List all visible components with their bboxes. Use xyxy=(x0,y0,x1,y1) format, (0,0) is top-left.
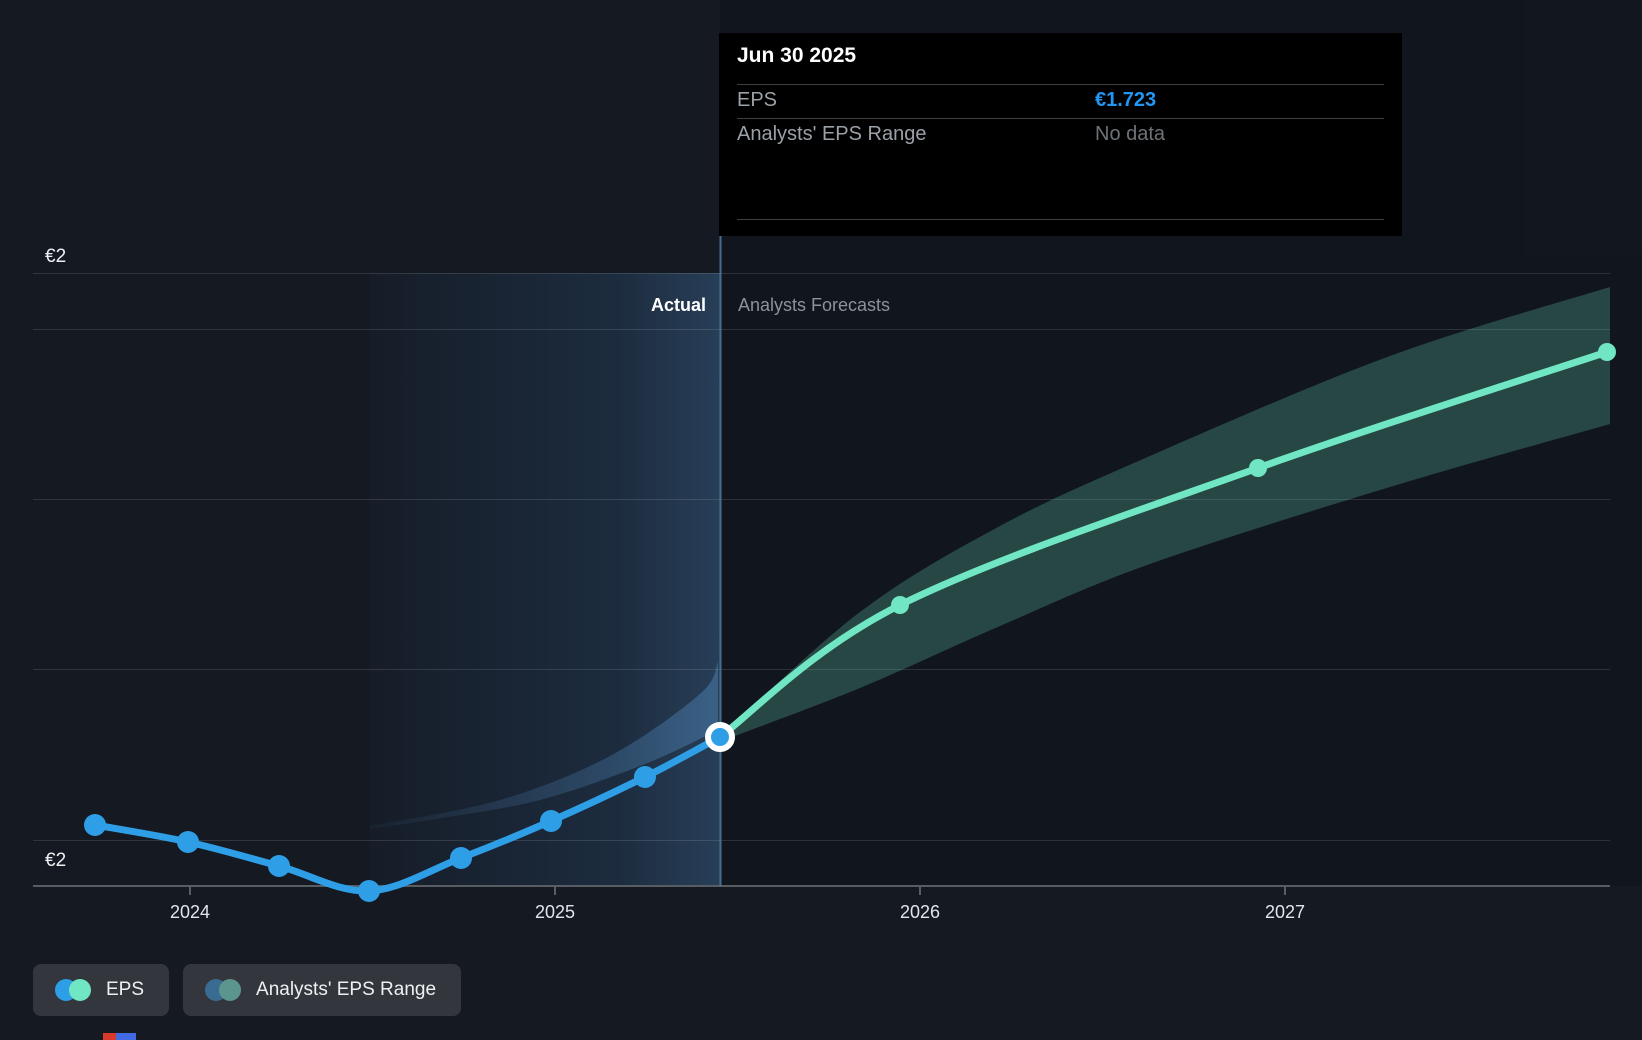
actual-data-point[interactable] xyxy=(540,810,562,832)
tooltip-divider xyxy=(737,118,1384,119)
y-axis-label-bottom: €2 xyxy=(45,850,67,871)
tooltip-row-eps: EPS €1.723 xyxy=(737,89,1384,113)
x-axis-label-2027: 2027 xyxy=(1264,902,1306,922)
actual-period-highlight xyxy=(370,273,720,886)
tooltip-row-range: Analysts' EPS Range No data xyxy=(737,123,1384,147)
tooltip-range-value: No data xyxy=(1095,123,1166,145)
chart-tooltip: Jun 30 2025 EPS €1.723 Analysts' EPS Ran… xyxy=(719,33,1402,236)
eps-forecast-line xyxy=(716,348,1611,741)
tooltip-eps-label: EPS xyxy=(737,89,778,111)
analysts-forecasts-label: Analysts Forecasts xyxy=(738,295,891,315)
forecast-data-point[interactable] xyxy=(891,596,909,614)
tooltip-date: Jun 30 2025 xyxy=(737,44,857,67)
eps-teal-dot-icon xyxy=(69,979,91,1001)
actual-data-point[interactable] xyxy=(84,814,106,836)
x-axis-label-2024: 2024 xyxy=(169,902,211,922)
actual-data-point[interactable] xyxy=(268,855,290,877)
analysts-eps-range-band xyxy=(720,287,1610,740)
range-legend-dots-icon xyxy=(205,979,242,1001)
y-axis-label-top: €2 xyxy=(45,246,67,267)
tooltip-divider xyxy=(737,84,1384,85)
x-axis-label-2025: 2025 xyxy=(534,902,576,922)
actual-data-point[interactable] xyxy=(358,880,380,902)
forecast-data-point[interactable] xyxy=(1249,459,1267,477)
x-axis-label-2026: 2026 xyxy=(899,902,941,922)
actual-label: Actual xyxy=(650,295,706,315)
actual-data-point[interactable] xyxy=(177,831,199,853)
tooltip-eps-value: €1.723 xyxy=(1095,89,1157,111)
actual-range-band xyxy=(370,662,718,829)
artifact-red-sliver xyxy=(103,1033,116,1040)
tooltip-divider xyxy=(737,219,1384,220)
legend-range-label: Analysts' EPS Range xyxy=(256,979,437,1000)
legend-analysts-eps-range[interactable]: Analysts' EPS Range xyxy=(183,964,462,1016)
forecast-data-point[interactable] xyxy=(1598,343,1616,361)
range-teal-dot-icon xyxy=(219,979,242,1001)
actual-data-point[interactable] xyxy=(450,847,472,869)
eps-actual-line xyxy=(91,733,724,895)
eps-legend-dots-icon xyxy=(55,979,91,1001)
tooltip-range-label: Analysts' EPS Range xyxy=(737,123,927,145)
page-artifact xyxy=(103,1033,136,1040)
legend-eps[interactable]: EPS xyxy=(33,964,170,1016)
artifact-blue-sliver xyxy=(116,1033,136,1040)
actual-data-point[interactable] xyxy=(634,766,656,788)
legend-eps-label: EPS xyxy=(106,979,145,1000)
selected-data-point[interactable] xyxy=(705,722,735,752)
chart-legend: EPS Analysts' EPS Range xyxy=(33,964,462,1016)
